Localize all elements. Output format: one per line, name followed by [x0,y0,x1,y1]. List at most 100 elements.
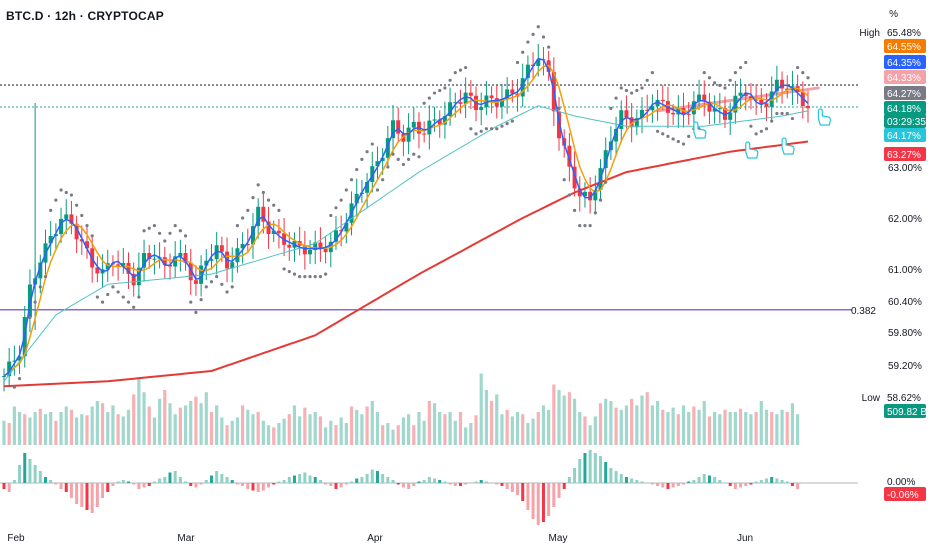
osc-bar [656,483,660,486]
candle-body [173,256,178,267]
volume-bar [365,406,369,445]
volume-bar [152,417,157,445]
volume-bar [541,405,546,445]
osc-bar [718,480,722,483]
sar-dot [215,275,219,279]
candle-body [629,117,634,128]
candle-body [624,110,629,118]
candle-body [806,106,810,109]
osc-bar [599,456,603,483]
sar-dot [365,150,369,154]
osc-bar [147,483,151,486]
volume-bar [90,406,94,445]
price-axis: 63.00% 62.00% 61.00% 60.40% 59.80% 59.20% 0.00… [888,163,922,488]
sar-dot [272,203,276,207]
osc-bar [464,483,468,485]
sar-dot [806,76,810,80]
sar-dot [121,295,125,299]
osc-bar [173,471,177,483]
osc-bar [33,465,37,483]
volume-bar [598,403,603,445]
candle-body [655,99,660,107]
sar-dot [583,224,587,228]
volume-bar [458,412,463,445]
candle-body [582,191,587,197]
osc-bar [75,483,79,504]
sar-dot [567,193,571,197]
sar-dot [521,50,525,54]
osc-bar [412,483,416,486]
sar-dot [515,60,520,65]
osc-bar [541,483,545,522]
osc-bar [246,483,250,489]
candle-body [287,244,292,248]
osc-bar [69,483,73,498]
moving-averages [3,57,809,388]
candle-body [240,244,245,249]
volume-bar [303,407,307,445]
osc-bar [101,483,105,498]
volume-bar [500,414,504,445]
osc-bar [95,483,99,507]
sar-dot [33,300,37,304]
price-badge [884,487,926,501]
hand-pointer-icon [781,137,795,155]
volume-bar [412,425,416,445]
candle-body [567,145,572,167]
volume-bar [567,392,571,445]
volume-bar [655,401,660,445]
candle-body [385,138,390,158]
volume-bar [334,425,338,445]
candle-body [505,89,510,100]
osc-bar [407,483,411,489]
candle-body [79,239,84,242]
candle-body [245,244,250,246]
osc-bar [671,483,675,488]
sar-dot [126,300,131,304]
osc-bar [573,468,577,483]
trendline-group [656,86,820,113]
volume-bar [64,406,68,445]
sar-dot [427,96,431,100]
volume-bar [54,420,58,445]
volume-bar [422,420,426,445]
candle-body [479,107,484,111]
sar-dot [209,280,214,284]
candle-body [95,267,100,274]
candle-body [250,226,255,245]
sar-dot [158,231,162,235]
sar-dot [303,275,307,279]
sar-dot [801,71,805,75]
volume-bar [547,409,551,445]
candle-body [453,102,458,104]
candle-body [764,103,769,107]
price-badge-text: 65.48% [887,28,921,39]
sar-dot [790,116,795,121]
osc-bar [282,480,286,483]
candle-body [520,78,525,97]
time-axis: Feb Mar Apr May Jun [7,533,753,544]
candle-body [131,273,136,286]
volume-bar [183,405,188,445]
osc-bar [277,481,281,483]
volume-bar [557,390,561,445]
volume-bar [526,423,530,445]
osc-bar [505,483,509,489]
sar-dot [38,285,42,289]
price-badge [884,404,926,418]
volume-bar [790,403,795,445]
sar-dot [676,139,680,144]
volume-bar [406,414,411,445]
osc-bar [152,481,156,483]
candle-body [391,120,396,139]
volume-bar [33,412,37,445]
candle-body [645,109,650,111]
volume-bar [111,405,115,445]
osc-bar [630,478,634,483]
sar-dot [655,129,660,133]
candle-body [489,95,494,99]
volume-bar [427,401,431,445]
candle-body [702,94,707,102]
candle-body [344,222,349,232]
